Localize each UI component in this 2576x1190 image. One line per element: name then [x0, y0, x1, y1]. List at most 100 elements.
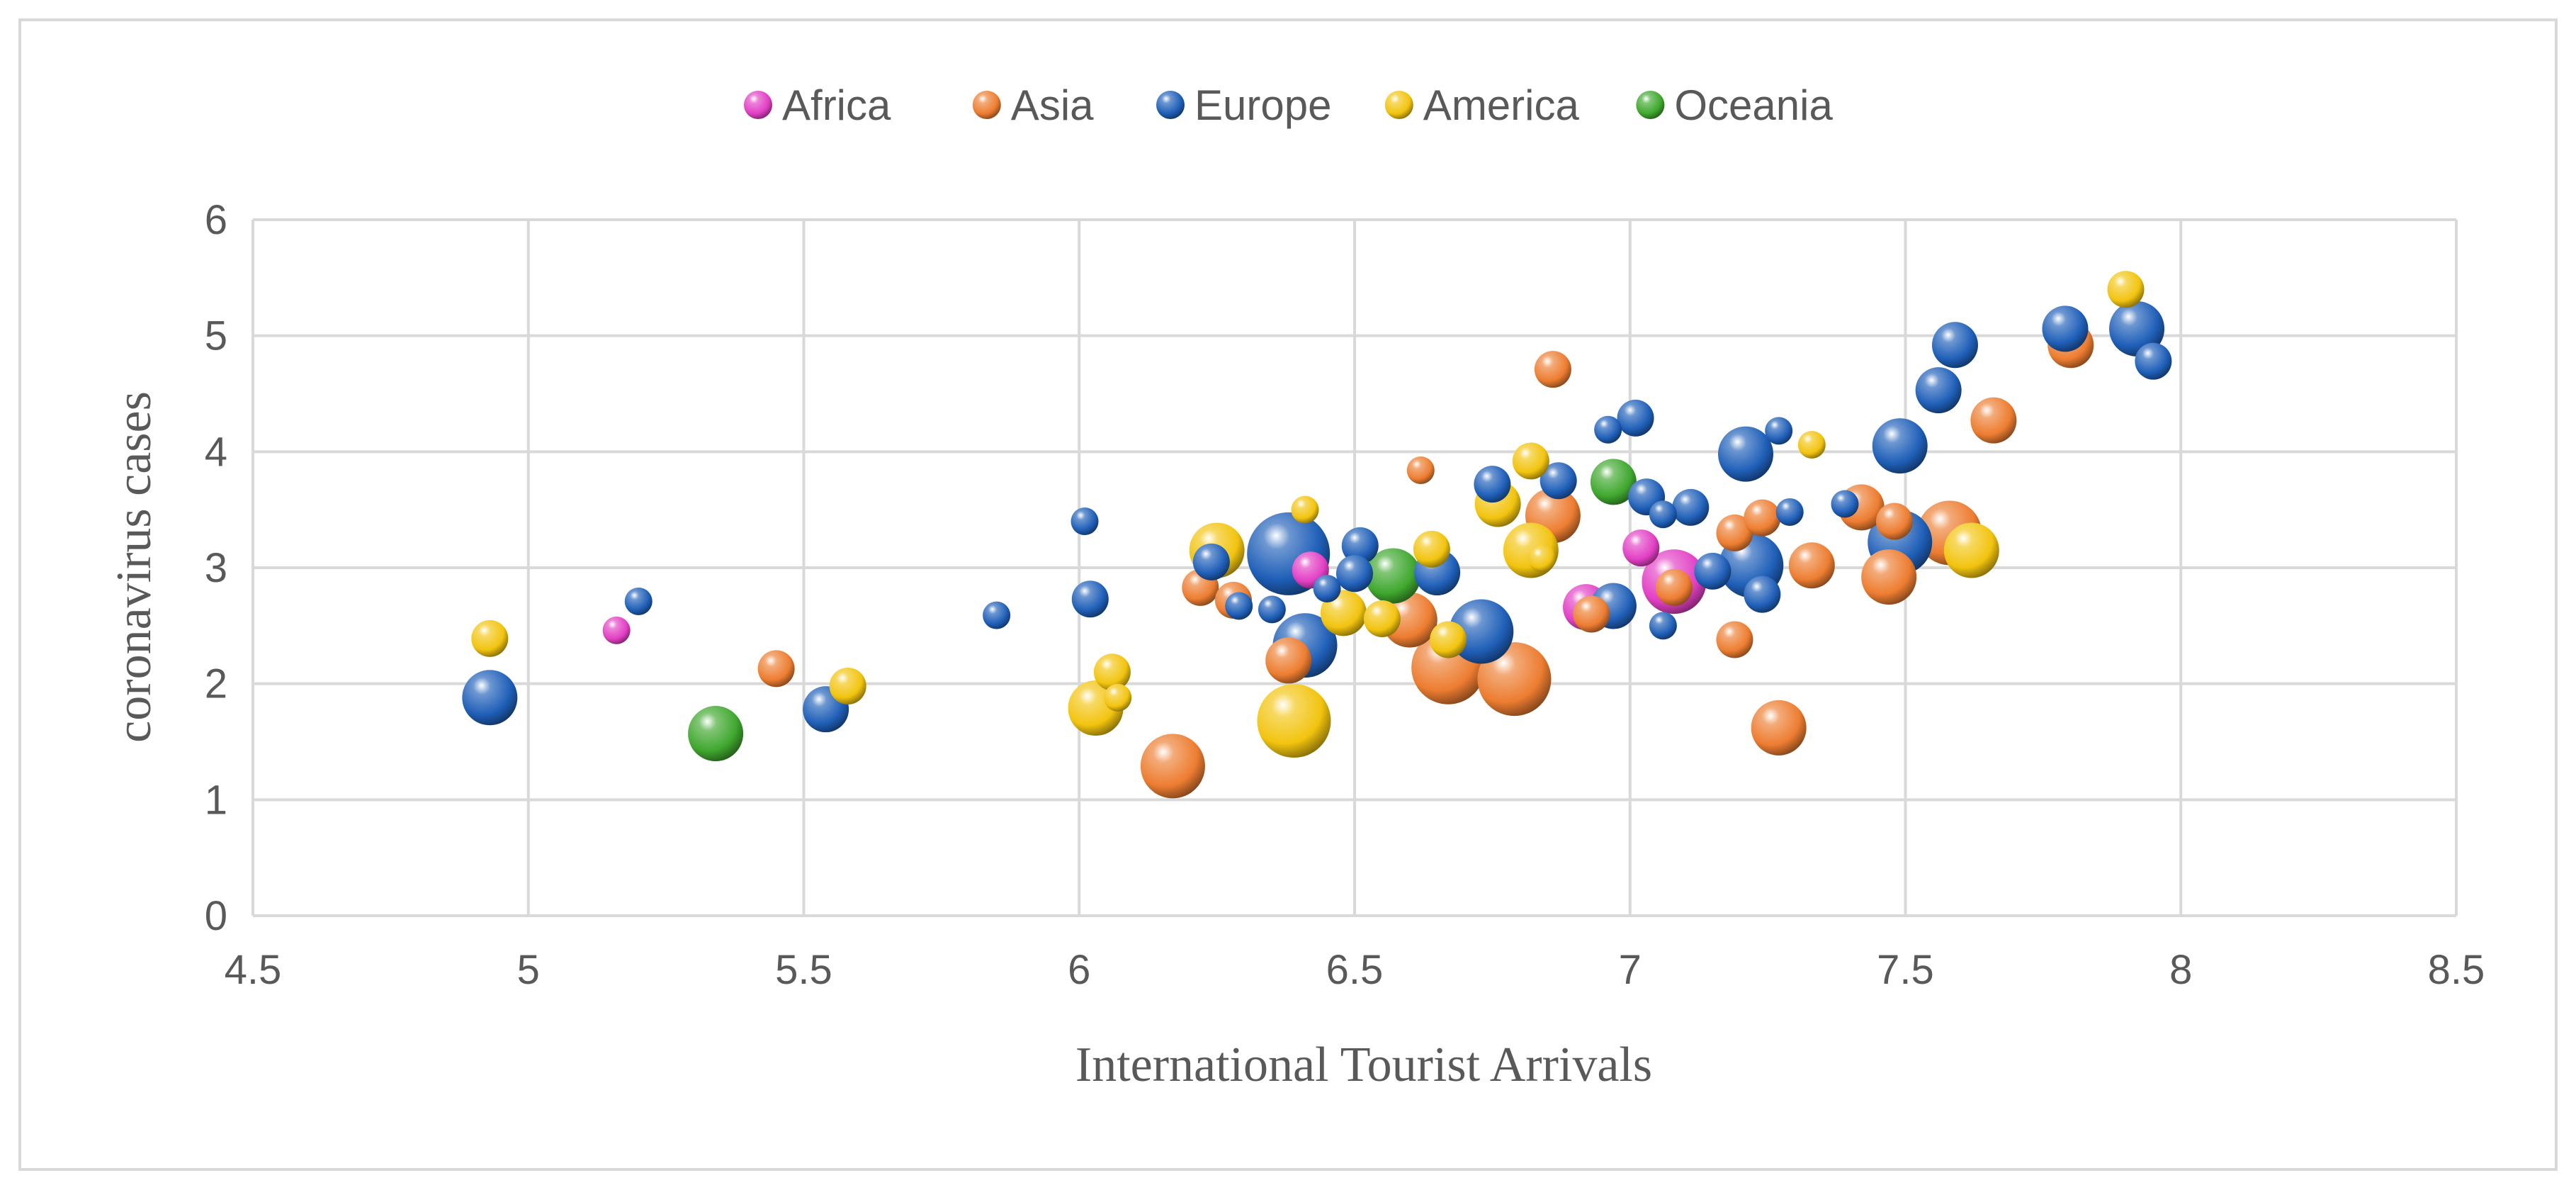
bubble-america [1257, 684, 1331, 758]
bubble-oceania [1365, 548, 1421, 604]
bubble-asia [1744, 499, 1781, 537]
bubble-europe [1540, 462, 1577, 500]
bubble-america [1363, 600, 1401, 638]
bubble-europe [1474, 466, 1511, 503]
bubble-europe [1931, 322, 1978, 369]
legend-marker [972, 91, 1001, 119]
legend-label: Africa [782, 82, 891, 129]
y-axis-title: coronavirus cases [107, 391, 162, 743]
bubble-america [2107, 271, 2145, 308]
plot-area [462, 271, 2172, 799]
x-tick-label: 4.5 [225, 947, 282, 993]
bubble-europe [2109, 301, 2165, 357]
bubble-america [1413, 530, 1450, 568]
bubble-america [1527, 544, 1556, 573]
bubble-america [1291, 495, 1319, 524]
bubble-europe [1744, 576, 1781, 613]
bubble-europe [624, 587, 653, 615]
bubble-europe [462, 670, 518, 726]
bubble-america [1104, 683, 1132, 712]
y-tick-label: 0 [205, 893, 227, 939]
bubble-europe [1070, 507, 1099, 536]
x-tick-label: 5.5 [775, 947, 832, 993]
bubble-europe [1313, 574, 1341, 602]
bubble-america [1943, 522, 1999, 578]
bubble-europe [1915, 367, 1962, 414]
bubble-europe [1765, 417, 1793, 445]
legend-label: Europe [1194, 82, 1331, 129]
y-tick-label: 6 [205, 197, 227, 243]
bubble-africa [1622, 529, 1660, 567]
bubble-asia [1655, 568, 1693, 606]
bubble-asia [1970, 397, 2017, 444]
y-tick-label: 2 [205, 661, 227, 707]
bubble-asia [757, 650, 795, 687]
bubble-europe [1775, 498, 1804, 526]
bubble-europe [1336, 555, 1373, 593]
bubble-europe [2135, 342, 2172, 380]
bubble-europe [1872, 418, 1928, 474]
bubble-oceania [1590, 459, 1637, 505]
bubble-asia [1140, 734, 1205, 799]
bubble-asia [1406, 456, 1435, 485]
bubble-europe [1449, 599, 1514, 664]
bubble-europe [1649, 612, 1677, 640]
legend-label: Asia [1011, 82, 1094, 129]
legend-item-asia: Asia [972, 82, 1094, 129]
bubble-europe [983, 601, 1011, 629]
bubble-europe [1258, 595, 1286, 624]
bubble-asia [1861, 549, 1917, 605]
bubble-asia [1534, 351, 1571, 388]
bubble-asia [1751, 700, 1807, 756]
bubble-oceania [688, 706, 744, 762]
x-tick-label: 7.5 [1877, 947, 1934, 993]
bubble-europe [1594, 415, 1622, 444]
x-axis-ticks: 4.5 5 5.5 6 6.5 7 7.5 8 8.5 [225, 947, 2485, 993]
bubble-africa [602, 616, 631, 644]
y-tick-label: 3 [205, 545, 227, 591]
bubble-europe [1617, 399, 1654, 437]
bubble-europe [1071, 580, 1109, 618]
bubble-asia [1788, 542, 1835, 589]
bubble-europe [1672, 488, 1710, 526]
bubble-america [829, 667, 866, 705]
bubble-europe [2042, 305, 2089, 352]
y-tick-label: 4 [205, 429, 227, 475]
bubble-europe [1694, 552, 1732, 590]
bubble-america [471, 619, 509, 657]
legend-marker [1384, 91, 1413, 119]
bubble-asia [1477, 642, 1552, 717]
bubble-europe [1649, 500, 1677, 529]
x-tick-label: 5 [517, 947, 540, 993]
legend-item-europe: Europe [1156, 82, 1331, 129]
legend: Africa Asia Europe America Oceania [744, 82, 1834, 129]
y-axis-ticks: 0 1 2 3 4 5 6 [205, 197, 227, 939]
bubble-europe [1192, 543, 1230, 580]
legend-marker [744, 91, 772, 119]
legend-marker [1636, 91, 1665, 119]
bubble-asia [1573, 595, 1610, 633]
bubble-asia [1382, 592, 1437, 648]
y-tick-label: 5 [205, 313, 227, 359]
bubble-asia [1716, 621, 1753, 658]
legend-item-africa: Africa [744, 82, 891, 129]
bubble-europe [1341, 527, 1379, 564]
x-tick-label: 8.5 [2428, 947, 2485, 993]
bubble-america [1797, 431, 1826, 459]
bubble-asia [1875, 503, 1913, 540]
bubble-asia [1265, 637, 1312, 684]
x-tick-label: 8 [2169, 947, 2192, 993]
x-tick-label: 6.5 [1326, 947, 1384, 993]
bubble-europe [1831, 490, 1859, 518]
bubble-america [1093, 653, 1131, 691]
bubble-america [1430, 621, 1467, 658]
legend-item-oceania: Oceania [1636, 82, 1834, 129]
bubble-europe [1225, 592, 1253, 620]
legend-item-america: America [1384, 82, 1579, 129]
legend-label: Oceania [1674, 82, 1833, 129]
x-tick-label: 7 [1619, 947, 1642, 993]
bubble-america [1512, 442, 1549, 480]
bubble-asia [1716, 514, 1753, 551]
